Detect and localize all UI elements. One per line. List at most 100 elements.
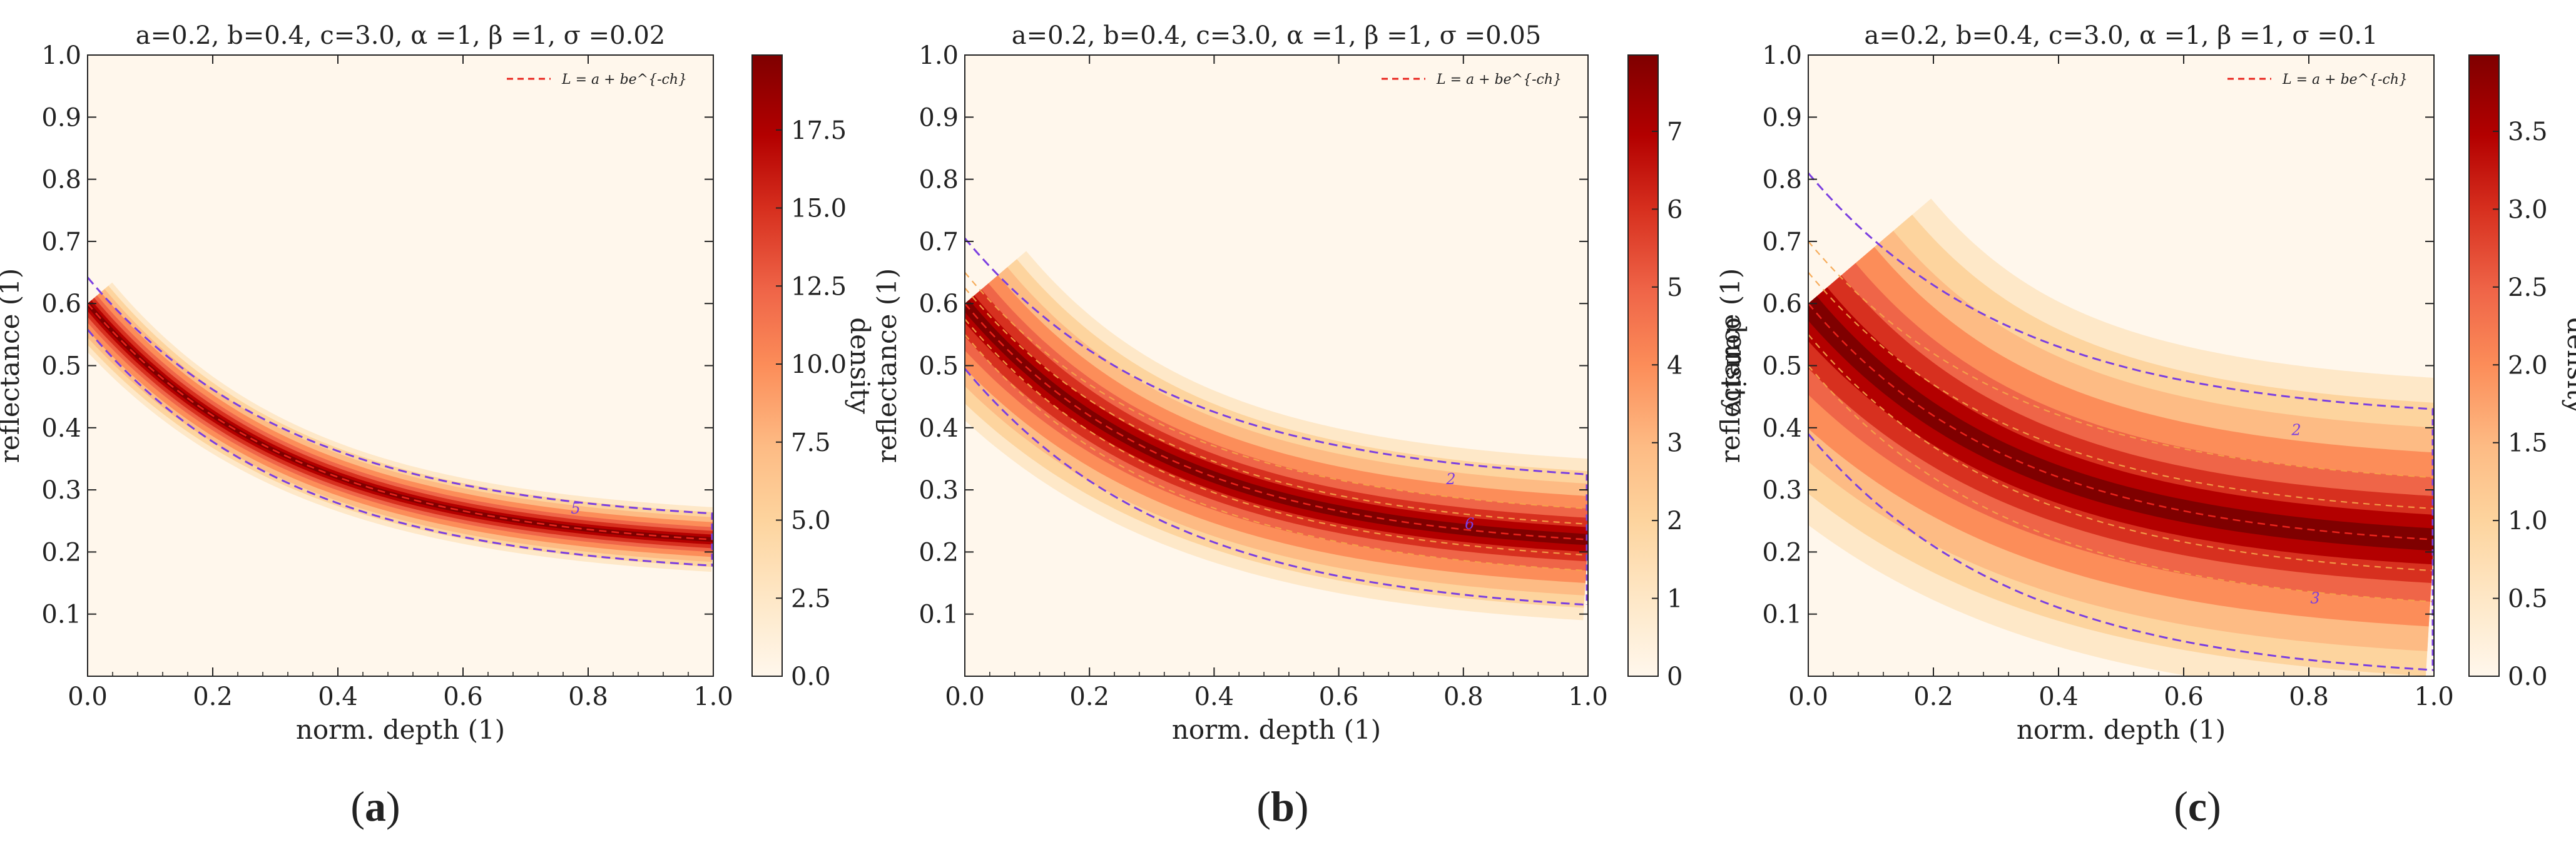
colorbar-tick-label: 0	[1667, 662, 1683, 691]
colorbar-tick-label: 2	[1667, 507, 1683, 535]
contour-label: 2	[1445, 470, 1455, 488]
y-tick-label: 0.7	[919, 228, 959, 256]
colorbar-label: density	[2562, 317, 2576, 414]
y-tick-label: 0.8	[919, 166, 959, 195]
y-tick-label: 0.9	[919, 103, 959, 132]
colorbar-gradient	[1627, 54, 1659, 677]
contour-outer-0	[965, 237, 1588, 475]
legend: L = a + be^{-ch}	[1382, 72, 1562, 88]
colorbar-tick-label: 5.0	[791, 507, 831, 535]
y-axis-label: reflectance (1)	[872, 268, 902, 464]
y-axis-label: reflectance (1)	[1715, 268, 1746, 464]
y-axis: 0.1 0.2 0.3 0.4 0.5 0.6 0.7 0.8 0.9 1.0	[41, 41, 713, 629]
contour-outer-1	[88, 328, 713, 567]
contours	[88, 276, 713, 567]
x-tick-label: 0.4	[1194, 682, 1235, 711]
x-tick-label: 0.6	[2164, 682, 2204, 711]
y-tick-label: 0.4	[41, 414, 81, 443]
legend: L = a + be^{-ch}	[507, 72, 687, 88]
y-axis: 0.1 0.2 0.3 0.4 0.5 0.6 0.7 0.8 0.9 1.0	[919, 41, 1588, 629]
fit-line	[965, 303, 1588, 540]
legend: L = a + be^{-ch}	[2227, 72, 2408, 88]
density-band	[965, 243, 1588, 633]
colorbar-gradient	[2468, 54, 2500, 677]
x-tick-label: 0.6	[1319, 682, 1359, 711]
x-tick-label: 0.0	[68, 682, 108, 711]
fit-line	[88, 303, 713, 540]
x-tick-label: 0.6	[443, 682, 483, 711]
y-tick-label: 1.0	[919, 41, 959, 70]
y-tick-label: 0.4	[919, 414, 959, 443]
colorbar-tick-label: 2.5	[791, 584, 831, 613]
x-tick-label: 0.2	[1069, 682, 1109, 711]
y-tick-label: 0.7	[1762, 228, 1802, 256]
colorbar-tick-label: 7.5	[791, 428, 831, 457]
x-tick-label: 0.0	[1788, 682, 1828, 711]
contour-inner-3	[965, 318, 1588, 556]
x-tick-label: 0.2	[1913, 682, 1953, 711]
x-axis: 0.0 0.2 0.4 0.6 0.8 1.0	[68, 55, 733, 711]
contour-inner-1	[1808, 365, 2434, 602]
y-tick-label: 0.1	[1762, 601, 1802, 629]
colorbar-label: density	[1721, 317, 1751, 414]
y-tick-label: 0.1	[41, 601, 81, 629]
contour-label: 2	[2291, 422, 2301, 439]
chart-title: a=0.2, b=0.4, c=3.0, α =1, β =1, σ =0.1	[1864, 21, 2378, 50]
colorbar-gradient	[751, 54, 783, 677]
y-tick-label: 0.7	[41, 228, 81, 256]
colorbar-tick-label: 2.5	[2508, 273, 2548, 302]
x-axis: 0.0 0.2 0.4 0.6 0.8 1.0	[1788, 55, 2454, 711]
panel-label-c: (c)	[2174, 783, 2221, 830]
y-tick-label: 0.3	[919, 476, 959, 505]
y-tick-label: 0.2	[1762, 538, 1802, 567]
panel-label-b: (b)	[1256, 783, 1309, 830]
colorbar-tick-label: 2.0	[2508, 351, 2548, 380]
contour-inner-3	[1808, 334, 2434, 572]
x-tick-label: 0.8	[2289, 682, 2329, 711]
fit-line	[1808, 303, 2434, 540]
y-tick-label: 0.1	[919, 601, 959, 629]
contour-label: 3	[2310, 590, 2319, 607]
y-tick-label: 0.2	[41, 538, 81, 567]
contour-inner-2	[1808, 271, 2434, 510]
contour-inner-1	[965, 334, 1588, 572]
legend-label: L = a + be^{-ch}	[1436, 72, 1562, 88]
x-tick-label: 0.0	[945, 682, 985, 711]
x-tick-label: 1.0	[693, 682, 733, 711]
panel-label-a: (a)	[350, 783, 400, 830]
y-tick-label: 0.6	[1762, 290, 1802, 318]
x-tick-label: 0.4	[318, 682, 358, 711]
colorbar-label: density	[845, 317, 875, 414]
x-tick-label: 0.2	[193, 682, 233, 711]
y-tick-label: 0.4	[1762, 414, 1802, 443]
legend-label: L = a + be^{-ch}	[561, 72, 687, 88]
chart-title: a=0.2, b=0.4, c=3.0, α =1, β =1, σ =0.02	[136, 21, 665, 50]
x-tick-label: 0.8	[1443, 682, 1484, 711]
y-tick-label: 0.9	[1762, 103, 1802, 132]
y-tick-label: 0.3	[41, 476, 81, 505]
colorbar-tick-label: 6	[1667, 195, 1683, 224]
contour-inner-0	[965, 271, 1588, 510]
colorbar: 0.0 2.5 5.0 7.5 10.0 12.5 15.0 17.5 density	[751, 54, 875, 691]
contour-label: 5	[571, 500, 580, 517]
contours	[965, 237, 1588, 606]
y-tick-label: 1.0	[1762, 41, 1802, 70]
colorbar-tick-label: 7	[1667, 118, 1683, 146]
colorbar-tick-label: 12.5	[791, 272, 847, 301]
colorbar-tick-label: 15.0	[791, 195, 847, 223]
contour-outer-0	[1808, 172, 2434, 410]
y-tick-label: 0.5	[919, 352, 959, 381]
contour-outer-1	[1808, 433, 2434, 671]
contour-inner-2	[965, 287, 1588, 525]
colorbar-tick-label: 5	[1667, 273, 1683, 302]
chart-panel-b: 2 6 0.0 0.2 0.4 0.6 0.8 1.0 norm. depth (1) 0.1 0.…	[872, 21, 1751, 745]
legend-label: L = a + be^{-ch}	[2282, 72, 2408, 88]
colorbar-tick-label: 0.0	[2508, 662, 2548, 691]
colorbar-tick-label: 3	[1667, 429, 1683, 458]
x-axis-label: norm. depth (1)	[296, 714, 505, 745]
colorbar-tick-label: 17.5	[791, 116, 847, 145]
x-axis-label: norm. depth (1)	[1172, 714, 1381, 745]
colorbar-tick-label: 3.5	[2508, 118, 2548, 146]
